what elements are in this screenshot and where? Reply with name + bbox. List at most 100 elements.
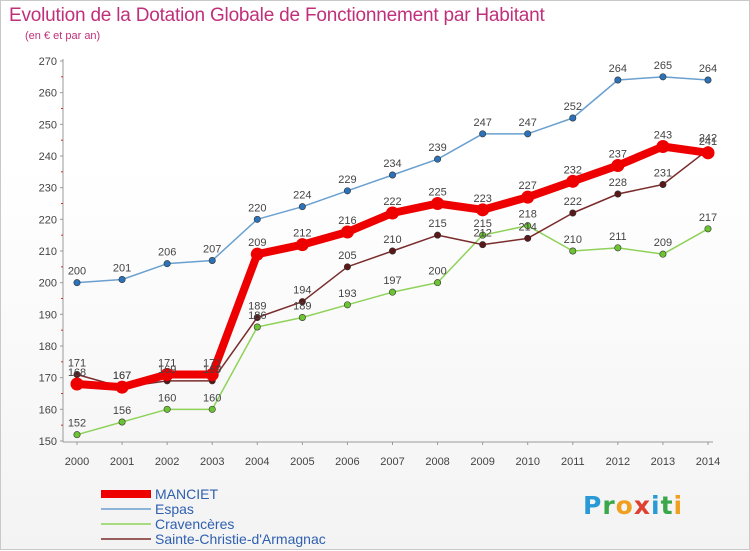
data-point-manciet xyxy=(521,190,535,204)
data-label-sainte-christie-d-armagnac: 189 xyxy=(248,301,266,313)
legend-label: Sainte-Christie-d'Armagnac xyxy=(155,531,326,547)
data-point-sainte-christie-d-armagnac xyxy=(388,247,396,255)
data-point-cravenc-res xyxy=(253,323,261,331)
y-tick-label: 170 xyxy=(39,373,57,385)
data-label-manciet: 237 xyxy=(609,149,627,161)
data-point-manciet xyxy=(386,206,399,220)
data-point-espas xyxy=(163,260,171,268)
x-tick-label: 2004 xyxy=(245,456,269,468)
data-label-sainte-christie-d-armagnac: 169 xyxy=(203,364,221,376)
x-tick-label: 2003 xyxy=(200,456,224,468)
x-tick-label: 2012 xyxy=(606,456,630,468)
data-point-manciet xyxy=(70,377,84,391)
data-label-sainte-christie-d-armagnac: 242 xyxy=(699,133,717,145)
y-tick-label: 200 xyxy=(39,278,57,290)
data-label-manciet: 223 xyxy=(473,193,491,205)
data-point-espas xyxy=(253,215,261,223)
chart-title: Evolution de la Dotation Globale de Fonc… xyxy=(9,5,545,26)
data-label-espas: 224 xyxy=(293,190,311,202)
data-label-manciet: 171 xyxy=(158,358,176,370)
data-point-espas xyxy=(524,130,532,138)
x-tick-label: 2013 xyxy=(651,456,675,468)
data-label-sainte-christie-d-armagnac: 171 xyxy=(68,358,86,370)
data-point-sainte-christie-d-armagnac xyxy=(479,241,487,249)
data-point-manciet xyxy=(476,203,490,217)
data-point-sainte-christie-d-armagnac xyxy=(524,234,532,242)
y-tick-label: 180 xyxy=(39,341,57,353)
data-label-manciet: 222 xyxy=(383,196,401,208)
data-point-manciet xyxy=(115,380,129,394)
legend-swatch-manciet xyxy=(101,490,151,498)
data-label-cravenc-res: 217 xyxy=(699,212,717,224)
data-point-manciet xyxy=(701,146,715,160)
data-label-manciet: 167 xyxy=(113,370,131,382)
data-label-cravenc-res: 211 xyxy=(609,231,627,243)
data-point-cravenc-res xyxy=(163,405,171,413)
data-point-espas xyxy=(704,76,712,84)
data-label-espas: 201 xyxy=(113,263,131,275)
data-point-sainte-christie-d-armagnac xyxy=(614,190,622,198)
data-point-sainte-christie-d-armagnac xyxy=(659,181,667,189)
data-label-cravenc-res: 193 xyxy=(338,288,356,300)
data-label-cravenc-res: 197 xyxy=(383,275,401,287)
data-point-manciet xyxy=(205,368,219,381)
legend-item-cravenceres: Cravencères xyxy=(101,517,326,532)
data-label-manciet: 241 xyxy=(699,136,717,148)
data-label-manciet: 243 xyxy=(654,130,672,142)
data-point-cravenc-res xyxy=(659,250,667,258)
data-label-sainte-christie-d-armagnac: 231 xyxy=(654,168,672,180)
legend-swatch-sainte-christie xyxy=(101,538,151,540)
data-label-sainte-christie-d-armagnac: 210 xyxy=(383,234,401,246)
data-label-espas: 220 xyxy=(248,202,266,214)
data-point-cravenc-res xyxy=(298,313,306,321)
data-label-manciet: 232 xyxy=(564,164,582,176)
y-tick-label: 220 xyxy=(39,214,57,226)
chart-subtitle: (en € et par an) xyxy=(25,30,101,42)
data-label-espas: 239 xyxy=(428,142,446,154)
data-point-espas xyxy=(434,155,442,163)
legend-label: Cravencères xyxy=(155,516,235,532)
data-point-manciet xyxy=(656,140,670,153)
data-label-cravenc-res: 200 xyxy=(428,266,446,278)
data-point-manciet xyxy=(295,238,309,252)
data-point-espas xyxy=(343,187,351,195)
data-label-espas: 264 xyxy=(609,63,627,75)
y-tick-label: 270 xyxy=(39,56,57,68)
data-point-espas xyxy=(73,279,81,287)
y-tick-label: 150 xyxy=(39,436,57,448)
data-point-espas xyxy=(208,256,216,264)
data-point-cravenc-res xyxy=(388,288,396,296)
data-label-sainte-christie-d-armagnac: 228 xyxy=(609,177,627,189)
data-label-sainte-christie-d-armagnac: 212 xyxy=(473,228,491,240)
data-point-espas xyxy=(118,275,126,283)
data-label-cravenc-res: 209 xyxy=(654,237,672,249)
proxiti-logo: Proxiti xyxy=(583,491,684,520)
data-label-sainte-christie-d-armagnac: 222 xyxy=(564,196,582,208)
data-point-cravenc-res xyxy=(704,225,712,233)
y-tick-label: 230 xyxy=(39,183,57,195)
data-point-manciet xyxy=(250,247,264,261)
x-tick-label: 2007 xyxy=(380,456,404,468)
data-label-manciet: 216 xyxy=(338,215,356,227)
y-tick-label: 250 xyxy=(39,119,57,131)
data-point-manciet xyxy=(566,174,580,188)
x-tick-label: 2002 xyxy=(155,456,179,468)
data-label-manciet: 209 xyxy=(248,237,266,249)
data-label-manciet: 168 xyxy=(68,367,86,379)
x-tick-label: 2009 xyxy=(470,456,494,468)
data-point-cravenc-res xyxy=(524,222,532,230)
data-label-espas: 252 xyxy=(564,101,582,113)
data-label-espas: 206 xyxy=(158,247,176,259)
legend-swatch-espas xyxy=(101,508,151,510)
data-label-espas: 247 xyxy=(473,117,491,129)
data-label-sainte-christie-d-armagnac: 167 xyxy=(113,370,131,382)
data-point-sainte-christie-d-armagnac xyxy=(298,298,306,306)
data-label-sainte-christie-d-armagnac: 214 xyxy=(519,221,537,233)
data-label-cravenc-res: 215 xyxy=(473,218,491,230)
data-label-manciet: 171 xyxy=(203,358,221,370)
data-point-cravenc-res xyxy=(208,405,216,413)
legend-label: Espas xyxy=(155,501,194,517)
data-point-espas xyxy=(479,130,487,138)
data-label-sainte-christie-d-armagnac: 215 xyxy=(428,218,446,230)
